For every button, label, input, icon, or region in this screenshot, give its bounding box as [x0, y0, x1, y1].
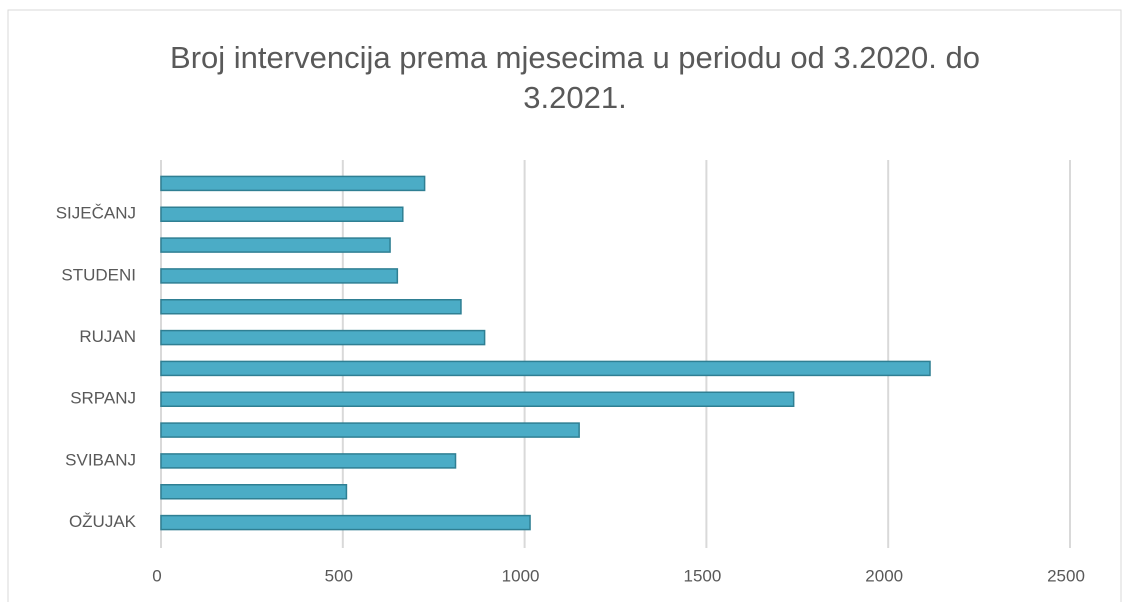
- x-tick-label: 500: [325, 566, 353, 585]
- bar: [160, 268, 399, 284]
- bar: [160, 175, 426, 192]
- bar: [160, 237, 391, 253]
- bar: [160, 453, 457, 469]
- y-tick-label: STUDENI: [61, 265, 136, 284]
- x-tick-label: 0: [152, 566, 161, 585]
- bar: [160, 299, 462, 315]
- y-tick-label: SIJEČANJ: [56, 204, 136, 223]
- chart-title: Broj intervencija prema mjesecima u peri…: [170, 40, 980, 115]
- x-tick-label: 1000: [502, 566, 540, 585]
- bar: [160, 514, 531, 531]
- bar: [160, 484, 348, 500]
- y-tick-label: SVIBANJ: [65, 450, 136, 469]
- chart-border: [7, 9, 1122, 602]
- bar: [160, 360, 931, 377]
- y-tick-label: RUJAN: [79, 327, 136, 346]
- bar: [160, 391, 795, 407]
- y-tick-label: OŽUJAK: [69, 512, 137, 531]
- x-tick-label: 2000: [865, 566, 903, 585]
- x-tick-label: 2500: [1047, 566, 1085, 585]
- bar: [160, 329, 486, 346]
- y-tick-label: SRPANJ: [70, 389, 136, 408]
- bar: [160, 422, 580, 438]
- bar: [160, 206, 404, 222]
- x-tick-label: 1500: [683, 566, 721, 585]
